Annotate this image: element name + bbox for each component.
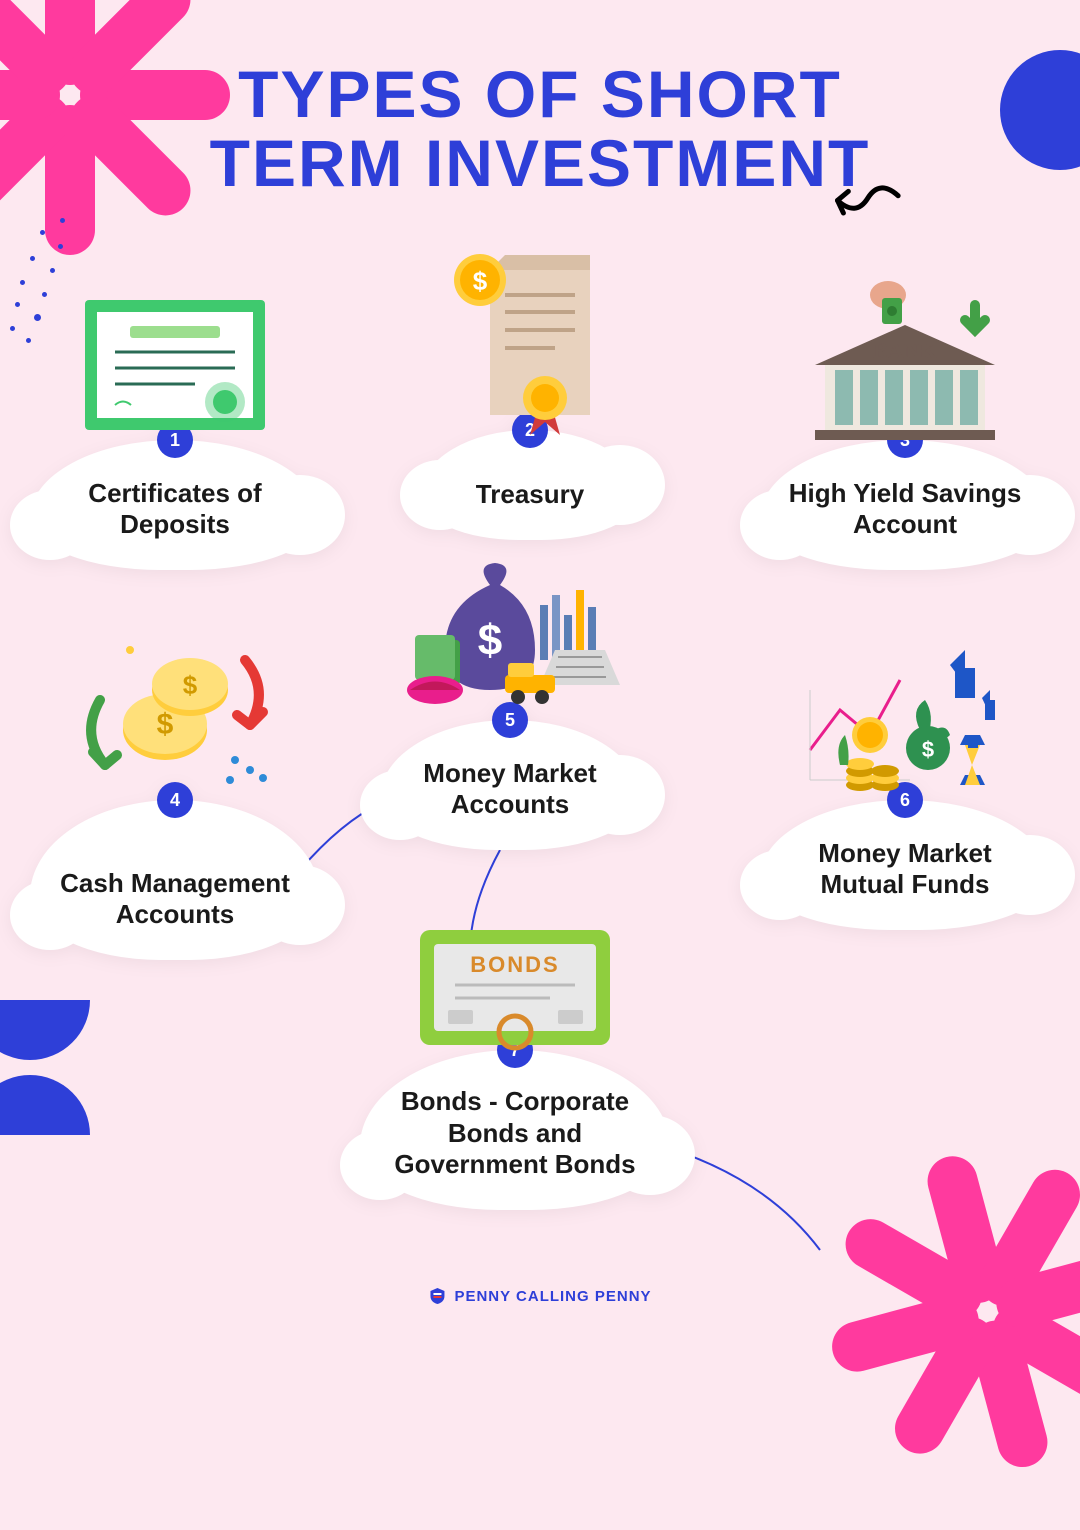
shield-icon xyxy=(428,1287,446,1305)
page-title: TYPES OF SHORT TERM INVESTMENT xyxy=(140,60,940,199)
coins-cycle-icon: $ $ xyxy=(75,620,275,805)
footer-text: PENNY CALLING PENNY xyxy=(454,1288,651,1305)
bank-icon: BANK xyxy=(800,270,1010,455)
card-money-market: $ 5 Money Market Accounts xyxy=(380,720,640,850)
card-bonds: BONDS 7 Bonds - Corporate Bonds and Gove… xyxy=(360,1050,670,1210)
card-label: Bonds - Corporate Bonds and Government B… xyxy=(380,1086,650,1180)
svg-text:$: $ xyxy=(922,737,934,762)
card-cash-management: $ $ 4 Cash Management Accounts xyxy=(30,800,320,960)
footer-brand: PENNY CALLING PENNY xyxy=(428,1287,651,1305)
dots-decoration xyxy=(0,210,80,350)
card-certificates: 1 Certificates of Deposits xyxy=(30,440,320,570)
blue-shapes-top-right xyxy=(1000,50,1080,185)
card-label: Money Market Accounts xyxy=(400,758,620,820)
blue-shapes-bottom-left xyxy=(0,1000,90,1150)
card-label: Cash Management Accounts xyxy=(50,868,300,930)
growth-investment-icon: $ xyxy=(800,640,1010,815)
certificate-icon xyxy=(75,290,275,445)
card-label: Certificates of Deposits xyxy=(50,478,300,540)
svg-text:$: $ xyxy=(473,266,488,296)
document-gold-icon: $ xyxy=(445,250,615,445)
card-label: Treasury xyxy=(476,479,584,510)
svg-text:$: $ xyxy=(183,670,198,700)
svg-text:BONDS: BONDS xyxy=(470,952,559,977)
card-label: High Yield Savings Account xyxy=(780,478,1030,540)
money-bag-icon: $ xyxy=(390,555,630,730)
card-label: Money Market Mutual Funds xyxy=(780,838,1030,900)
bonds-certificate-icon: BONDS xyxy=(410,920,620,1065)
svg-text:$: $ xyxy=(157,708,174,741)
card-mutual-funds: $ 6 Money Market Mutual Funds xyxy=(760,800,1050,930)
card-treasury: $ 2 Treasury xyxy=(420,430,640,540)
card-savings: BANK 3 High Yield Savings Account xyxy=(760,440,1050,570)
flower-decoration-bottom-right xyxy=(781,1071,1080,1508)
svg-text:BANK: BANK xyxy=(873,338,937,363)
svg-text:$: $ xyxy=(478,616,502,665)
